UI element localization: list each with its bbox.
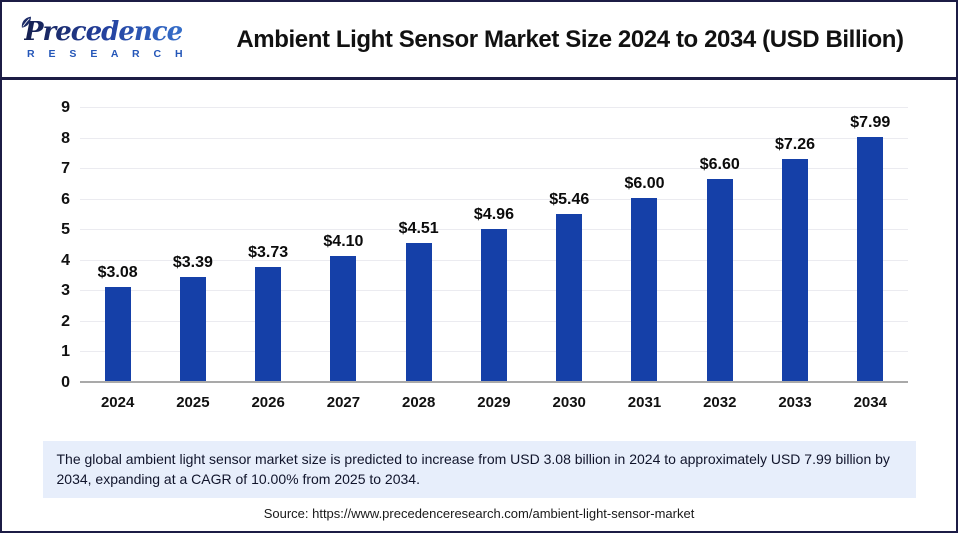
x-axis-label: 2031: [627, 394, 662, 411]
gridline: [80, 107, 908, 108]
y-tick-label: 8: [61, 129, 70, 147]
bar-value-label: $3.08: [97, 263, 138, 281]
bar-column-2030: $5.46: [532, 108, 607, 383]
bar-value-label: $6.60: [699, 156, 740, 174]
bar-value-label: $3.73: [248, 244, 289, 262]
bar-2024: [104, 286, 131, 381]
x-axis-label: 2026: [251, 394, 285, 411]
gridline: [80, 168, 908, 170]
header: Precedence R E S E A R C H Ambient Light…: [2, 2, 956, 80]
gridline: [80, 137, 908, 139]
x-axis-label: 2024: [100, 394, 135, 411]
x-axis-label: 2027: [326, 394, 361, 411]
bar-column-2031: $6.00: [607, 108, 682, 383]
x-axis-label: 2030: [552, 394, 586, 411]
y-tick-label: 1: [61, 343, 70, 361]
x-axis-label: 2025: [176, 394, 210, 411]
bar-2028: [405, 243, 432, 381]
y-tick-label: 2: [61, 312, 70, 330]
y-tick-label: 0: [61, 374, 70, 391]
bar-value-label: $7.99: [850, 113, 891, 131]
bar-column-2033: $7.26: [757, 108, 832, 383]
bar-2026: [255, 267, 282, 381]
bar-value-label: $4.51: [398, 220, 439, 238]
y-tick-label: 6: [61, 190, 70, 208]
x-axis-label: 2032: [703, 394, 737, 411]
logo-subtitle: R E S E A R C H: [27, 48, 189, 61]
bar-2031: [631, 197, 658, 381]
bar-chart: 0 1 2 3 4 5 6 7 8 9 $3.08 $3.39 $3.73 $4.10 $4.51 $4.96…: [2, 80, 956, 411]
bar-column-2024: $3.08: [80, 108, 155, 383]
bar-2034: [857, 136, 884, 381]
bar-2027: [330, 255, 357, 381]
bar-2029: [480, 229, 507, 381]
bar-value-label: $4.96: [473, 206, 514, 224]
logo-wordmark: Precedence: [24, 18, 202, 46]
leaf-icon: [21, 16, 31, 28]
x-axis-label: 2034: [853, 394, 887, 411]
plot-area: 0 1 2 3 4 5 6 7 8 9 $3.08 $3.39 $3.73 $4.10 $4.51 $4.96…: [61, 100, 908, 391]
bar-column-2029: $4.96: [456, 108, 531, 383]
summary-box: The global ambient light sensor market s…: [42, 441, 916, 498]
page-title: Ambient Light Sensor Market Size 2024 to…: [236, 25, 904, 53]
bar-value-label: $5.46: [549, 191, 590, 209]
y-tick-label: 4: [61, 251, 70, 269]
bar-column-2032: $6.60: [682, 108, 757, 383]
y-tick-label: 7: [61, 160, 70, 178]
bar-column-2025: $3.39: [155, 108, 230, 383]
x-axis-line: [80, 381, 908, 383]
bar-value-label: $7.26: [774, 136, 816, 154]
precedence-logo: Precedence R E S E A R C H: [2, 16, 202, 61]
summary-text: The global ambient light sensor market s…: [56, 451, 890, 488]
bar-2030: [556, 214, 583, 381]
bar-column-2027: $4.10: [306, 108, 381, 383]
y-tick-label: 5: [61, 221, 70, 239]
bar-series: $3.08 $3.39 $3.73 $4.10 $4.51 $4.96 $5.46 $6.00…: [80, 108, 908, 383]
gridline: [80, 198, 908, 200]
bar-column-2028: $4.51: [381, 108, 456, 383]
x-axis-label: 2029: [477, 394, 511, 411]
x-axis: 2024 2025 2026 2027 2028 2029 2030 2031 2032 2033…: [80, 394, 908, 411]
source-line: Source: https://www.precedenceresearch.c…: [263, 505, 695, 521]
bar-2032: [706, 179, 733, 381]
bar-column-2034: $7.99: [833, 108, 908, 383]
bar-2025: [179, 277, 206, 381]
x-axis-label: 2033: [778, 394, 812, 411]
bar-2033: [782, 159, 809, 381]
bar-value-label: $4.10: [323, 232, 364, 250]
bar-value-label: $6.00: [624, 174, 665, 192]
y-tick-label: 3: [61, 282, 70, 300]
y-tick-label: 9: [61, 99, 70, 116]
bar-value-label: $3.39: [172, 254, 213, 272]
x-axis-label: 2028: [402, 394, 436, 411]
bar-column-2026: $3.73: [231, 108, 306, 383]
